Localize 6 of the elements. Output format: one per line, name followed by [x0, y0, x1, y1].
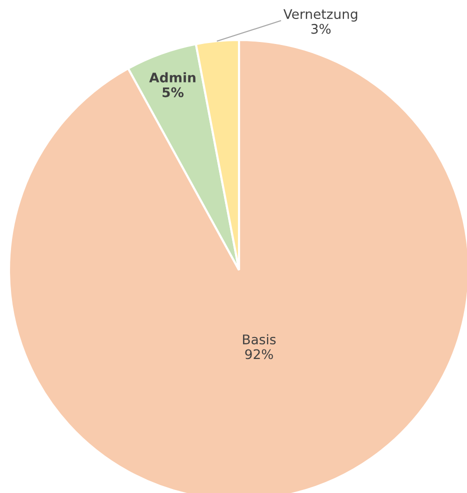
slice-label: Vernetzung — [283, 9, 358, 22]
slice-label: Admin — [149, 72, 196, 82]
data-label: 3% — [311, 24, 331, 34]
slice-label: Basis — [243, 334, 276, 344]
data-label: 92% — [245, 349, 273, 360]
data-label: 5% — [162, 87, 184, 98]
